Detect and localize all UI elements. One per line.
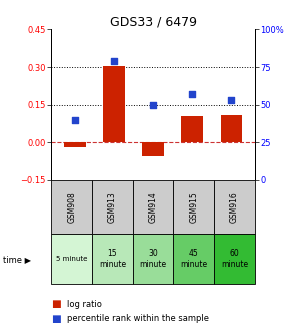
- Text: GSM915: GSM915: [189, 191, 198, 223]
- Text: GSM908: GSM908: [67, 191, 76, 223]
- Point: [190, 92, 195, 97]
- Bar: [142, 142, 164, 156]
- Bar: [181, 116, 203, 142]
- Text: ■: ■: [51, 299, 61, 309]
- Bar: [133, 234, 173, 284]
- Text: time ▶: time ▶: [3, 255, 31, 264]
- Text: 30
minute: 30 minute: [139, 250, 167, 269]
- Bar: [173, 180, 214, 234]
- Bar: [214, 180, 255, 234]
- Bar: [64, 142, 86, 147]
- Text: percentile rank within the sample: percentile rank within the sample: [67, 314, 209, 323]
- Text: log ratio: log ratio: [67, 300, 102, 309]
- Text: 5 minute: 5 minute: [56, 256, 87, 262]
- Bar: [133, 180, 173, 234]
- Bar: [51, 180, 92, 234]
- Bar: [173, 234, 214, 284]
- Text: 60
minute: 60 minute: [221, 250, 248, 269]
- Title: GDS33 / 6479: GDS33 / 6479: [110, 15, 197, 28]
- Bar: [92, 234, 133, 284]
- Point: [112, 59, 116, 64]
- Text: ■: ■: [51, 314, 61, 324]
- Text: GSM914: GSM914: [149, 191, 158, 223]
- Bar: [92, 180, 133, 234]
- Point: [151, 102, 156, 107]
- Bar: [103, 66, 125, 142]
- Point: [72, 117, 77, 122]
- Bar: [51, 234, 92, 284]
- Bar: [221, 115, 242, 142]
- Point: [229, 97, 234, 103]
- Bar: [214, 234, 255, 284]
- Text: GSM916: GSM916: [230, 191, 239, 223]
- Text: GSM913: GSM913: [108, 191, 117, 223]
- Text: 45
minute: 45 minute: [180, 250, 207, 269]
- Text: 15
minute: 15 minute: [99, 250, 126, 269]
